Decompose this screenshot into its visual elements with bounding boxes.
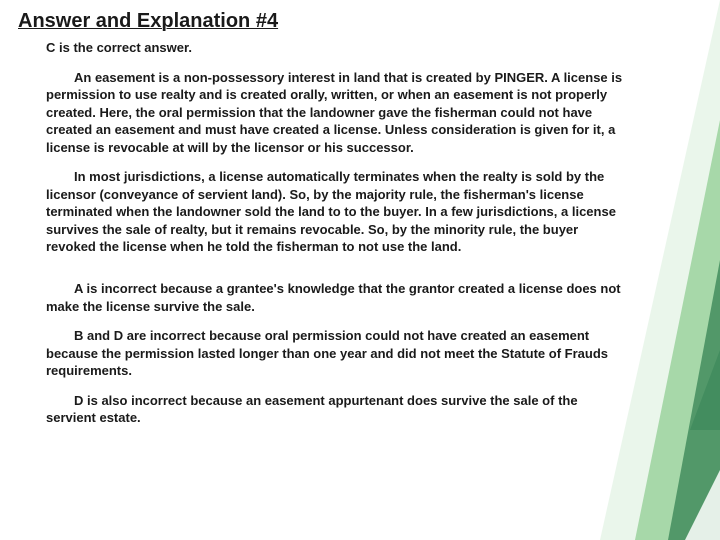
para-explanation-1: An easement is a non-possessory interest… [46,69,630,157]
slide-content: Answer and Explanation #4 C is the corre… [0,0,720,427]
para-d-incorrect: D is also incorrect because an easement … [46,392,630,427]
para-a-incorrect: A is incorrect because a grantee's knowl… [46,280,630,315]
decor-tri-white [685,470,720,540]
para-answer-letter: C is the correct answer. [46,39,630,57]
slide-title: Answer and Explanation #4 [18,10,630,33]
para-explanation-2: In most jurisdictions, a license automat… [46,168,630,256]
slide-body: C is the correct answer. An easement is … [18,39,630,427]
para-bd-incorrect: B and D are incorrect because oral permi… [46,327,630,380]
